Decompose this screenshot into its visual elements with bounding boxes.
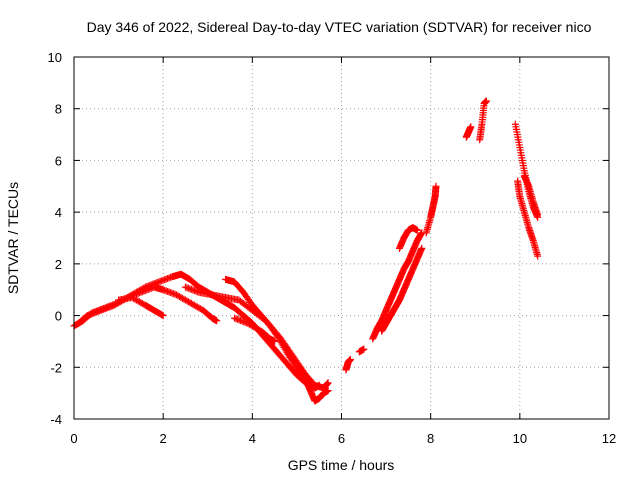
- data-point-marker: [186, 299, 194, 307]
- data-point-marker: [193, 303, 201, 311]
- y-tick-label: 10: [48, 50, 62, 65]
- data-point-marker: [324, 379, 332, 387]
- data-point-marker: [196, 305, 204, 313]
- series-track-9: [369, 229, 426, 343]
- series-track-10: [378, 244, 426, 335]
- x-tick-label: 4: [249, 431, 256, 446]
- x-tick-labels: 0 2 4 6 8 10 12: [70, 431, 616, 446]
- data-point-marker: [245, 320, 253, 328]
- data-point-marker: [134, 297, 142, 305]
- data-point-marker: [177, 293, 185, 301]
- y-tick-label: 6: [55, 153, 62, 168]
- y-tick-labels: -4 -2 0 2 4 6 8 10: [48, 50, 62, 427]
- data-point-marker: [112, 300, 120, 308]
- series-track-7: [342, 356, 354, 374]
- series-track-13: [462, 123, 475, 141]
- chart-title: Day 346 of 2022, Sidereal Day-to-day VTE…: [87, 19, 592, 35]
- data-point-marker: [183, 297, 191, 305]
- series-track-4: [181, 283, 332, 392]
- data-point-marker: [251, 324, 259, 332]
- x-tick-label: 2: [160, 431, 167, 446]
- data-point-marker: [189, 300, 197, 308]
- data-point-marker: [113, 300, 121, 308]
- series-track-1: [70, 270, 323, 392]
- x-tick-label: 12: [602, 431, 616, 446]
- data-point-marker: [174, 292, 182, 300]
- x-tick-label: 6: [338, 431, 345, 446]
- y-tick-label: -4: [50, 412, 62, 427]
- y-tick-label: 8: [55, 102, 62, 117]
- data-point-marker: [248, 322, 256, 330]
- data-point-marker: [253, 325, 261, 332]
- data-point-marker: [360, 345, 368, 353]
- data-point-marker: [192, 302, 200, 310]
- data-point-marker: [129, 294, 137, 302]
- series-track-11: [395, 224, 421, 252]
- data-point-marker: [346, 356, 354, 364]
- data-point-marker: [467, 123, 475, 131]
- series-track-6: [231, 314, 279, 345]
- data-point-marker: [131, 295, 139, 303]
- data-point-marker: [110, 301, 118, 309]
- data-point-marker: [324, 387, 332, 395]
- series-track-17: [520, 172, 542, 219]
- x-tick-label: 0: [70, 431, 77, 446]
- data-point-marker: [184, 298, 192, 306]
- data-point-marker: [413, 226, 421, 234]
- x-tick-label: 8: [427, 431, 434, 446]
- data-point-marker: [128, 293, 136, 301]
- data-point-marker: [244, 319, 252, 327]
- data-point-marker: [254, 325, 262, 333]
- axis-ticks: [73, 56, 610, 420]
- data-point-marker: [195, 304, 203, 312]
- data-point-marker: [180, 295, 188, 303]
- data-point-marker: [190, 301, 198, 309]
- series-track-3: [115, 293, 167, 320]
- data-markers: [70, 97, 542, 405]
- series-track-5: [222, 275, 332, 405]
- data-point-marker: [135, 298, 143, 306]
- data-point-marker: [181, 296, 189, 304]
- y-tick-label: 4: [55, 205, 62, 220]
- y-axis-label: SDTVAR / TECUs: [5, 182, 21, 294]
- data-point-marker: [432, 182, 440, 190]
- data-point-marker: [213, 317, 221, 325]
- data-point-marker: [418, 244, 426, 252]
- series-track-8: [355, 345, 368, 356]
- x-axis-label: GPS time / hours: [288, 457, 395, 473]
- series-track-16: [514, 177, 542, 260]
- data-point-marker: [482, 97, 490, 105]
- data-point-marker: [138, 300, 146, 308]
- data-point-marker: [132, 296, 140, 304]
- data-point-marker: [247, 321, 255, 329]
- data-point-marker: [187, 300, 195, 308]
- data-point-marker: [173, 291, 181, 299]
- data-point-marker: [250, 323, 258, 331]
- series-track-14: [476, 97, 490, 144]
- series-track-12: [422, 182, 440, 237]
- data-point-marker: [159, 312, 167, 320]
- data-point-marker: [534, 252, 542, 260]
- data-point-marker: [137, 299, 145, 307]
- data-point-marker: [178, 294, 186, 302]
- y-tick-label: 2: [55, 257, 62, 272]
- data-point-marker: [534, 211, 542, 219]
- x-tick-label: 10: [513, 431, 527, 446]
- series-track-2: [74, 283, 221, 327]
- grid-lines: [74, 57, 609, 419]
- data-point-marker: [176, 293, 184, 301]
- y-tick-label: -2: [50, 360, 62, 375]
- y-tick-label: 0: [55, 309, 62, 324]
- data-point-marker: [271, 337, 279, 345]
